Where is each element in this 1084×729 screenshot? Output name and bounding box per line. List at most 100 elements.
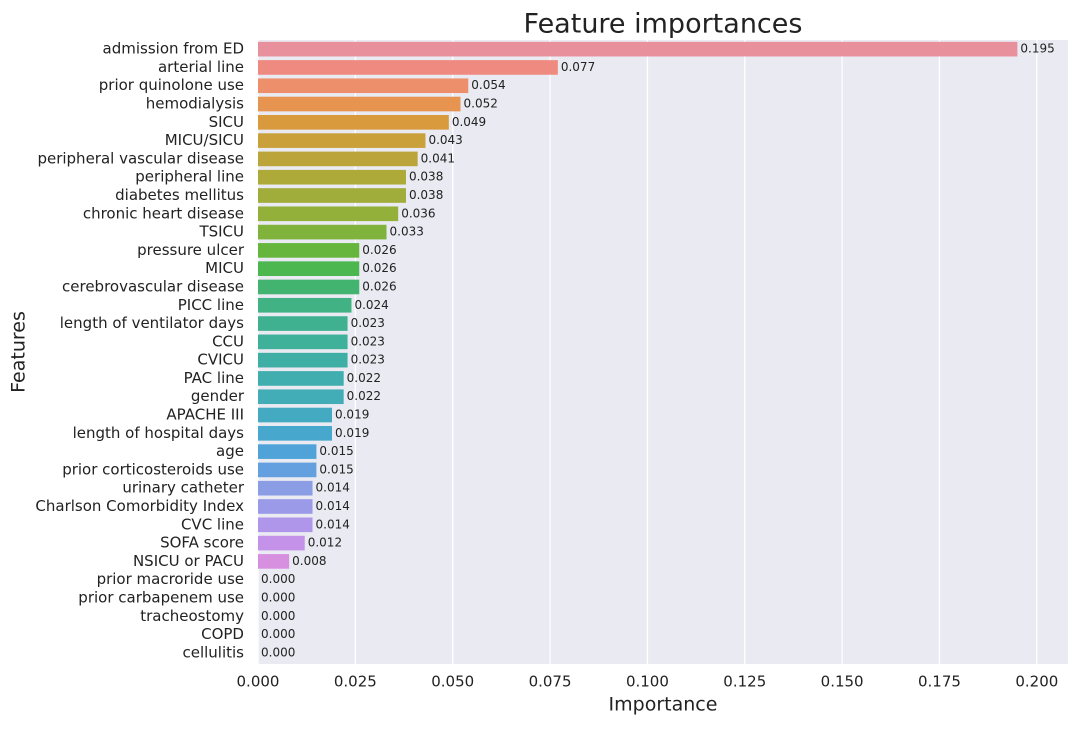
bar: [258, 151, 418, 167]
bar: [258, 480, 313, 496]
x-tick-label: 0.025: [334, 673, 377, 691]
bar: [258, 389, 344, 405]
value-label: 0.038: [409, 170, 443, 184]
y-tick-label: PAC line: [184, 369, 244, 387]
value-label: 0.026: [362, 261, 396, 275]
bar: [258, 554, 290, 569]
bar: [258, 407, 332, 423]
value-label: 0.014: [316, 481, 350, 495]
x-tick-label: 0.000: [237, 673, 280, 691]
value-label: 0.000: [261, 572, 295, 586]
bar: [258, 78, 469, 94]
y-tick-label: tracheostomy: [140, 607, 244, 625]
bar: [258, 115, 449, 130]
value-label: 0.024: [354, 298, 388, 312]
y-tick-label: SOFA score: [160, 534, 244, 552]
y-tick-label: hemodialysis: [146, 95, 244, 113]
y-tick-label: pressure ulcer: [137, 241, 245, 259]
bar: [258, 462, 317, 478]
y-tick-label: cerebrovascular disease: [62, 277, 244, 295]
y-tick-label: peripheral vascular disease: [37, 149, 244, 167]
y-tick-label: CVC line: [181, 515, 244, 533]
y-tick-label: arterial line: [158, 58, 244, 76]
y-tick-label: gender: [191, 387, 245, 405]
value-label: 0.023: [351, 316, 385, 330]
value-label: 0.022: [347, 389, 381, 403]
bar: [258, 279, 360, 295]
value-label: 0.008: [292, 554, 326, 568]
x-tick-label: 0.100: [626, 673, 669, 691]
value-label: 0.000: [261, 590, 295, 604]
bar: [258, 133, 426, 148]
x-tick-label: 0.200: [1015, 673, 1058, 691]
value-label: 0.026: [362, 279, 396, 293]
value-label: 0.023: [351, 353, 385, 367]
bar: [258, 224, 387, 240]
value-label: 0.195: [1020, 42, 1054, 56]
y-tick-label: MICU: [205, 259, 244, 277]
y-tick-label: cellulitis: [182, 643, 244, 661]
x-tick-label: 0.175: [918, 673, 961, 691]
bar: [258, 96, 461, 112]
y-tick-label: length of hospital days: [73, 424, 245, 442]
bar: [258, 371, 344, 386]
y-tick-label: diabetes mellitus: [115, 186, 244, 204]
value-label: 0.015: [319, 462, 353, 476]
bar: [258, 499, 313, 514]
value-label: 0.014: [316, 499, 350, 513]
y-tick-label: MICU/SICU: [165, 131, 244, 149]
y-tick-label: SICU: [209, 113, 244, 131]
y-tick-label: prior corticosteroids use: [62, 460, 244, 478]
y-tick-label: urinary catheter: [122, 479, 245, 497]
value-label: 0.022: [347, 371, 381, 385]
value-label: 0.041: [421, 151, 455, 165]
y-tick-label: PICC line: [178, 296, 244, 314]
x-axis-label: Importance: [609, 694, 718, 716]
bar: [258, 352, 348, 368]
bar: [258, 517, 313, 533]
bar: [258, 426, 332, 441]
x-tick-label: 0.125: [723, 673, 766, 691]
value-label: 0.015: [319, 444, 353, 458]
value-label: 0.000: [261, 645, 295, 659]
bar: [258, 261, 360, 276]
y-tick-label: peripheral line: [135, 168, 244, 186]
bar: [258, 334, 348, 350]
bar: [258, 444, 317, 459]
chart-title: Feature importances: [524, 9, 803, 40]
y-tick-label: prior carbapenem use: [78, 588, 244, 606]
value-label: 0.033: [390, 225, 424, 239]
bar: [258, 169, 406, 185]
x-tick-label: 0.050: [431, 673, 474, 691]
value-label: 0.052: [464, 97, 498, 111]
y-tick-label: TSICU: [198, 223, 244, 241]
value-label: 0.014: [316, 517, 350, 531]
y-tick-label: CCU: [212, 332, 244, 350]
value-label: 0.038: [409, 188, 443, 202]
value-label: 0.049: [452, 115, 486, 129]
y-tick-label: prior macroride use: [97, 570, 244, 588]
y-tick-label: NSICU or PACU: [133, 552, 244, 570]
y-tick-label: chronic heart disease: [83, 204, 244, 222]
value-label: 0.019: [335, 426, 369, 440]
y-tick-label: age: [216, 442, 244, 460]
y-tick-label: CVICU: [197, 351, 244, 369]
value-label: 0.019: [335, 408, 369, 422]
y-tick-label: COPD: [201, 625, 244, 643]
y-tick-label: length of ventilator days: [60, 314, 244, 332]
value-label: 0.026: [362, 243, 396, 257]
value-label: 0.077: [561, 60, 595, 74]
bar: [258, 188, 406, 203]
value-label: 0.054: [471, 78, 505, 92]
y-tick-label: Charlson Comorbidity Index: [35, 497, 244, 515]
value-label: 0.036: [401, 206, 435, 220]
y-tick-label: APACHE III: [166, 406, 244, 424]
bar: [258, 297, 352, 313]
bar: [258, 206, 399, 222]
bar: [258, 316, 348, 331]
bar: [258, 535, 305, 551]
value-label: 0.012: [308, 536, 342, 550]
value-label: 0.043: [428, 133, 462, 147]
y-tick-label: prior quinolone use: [99, 76, 244, 94]
